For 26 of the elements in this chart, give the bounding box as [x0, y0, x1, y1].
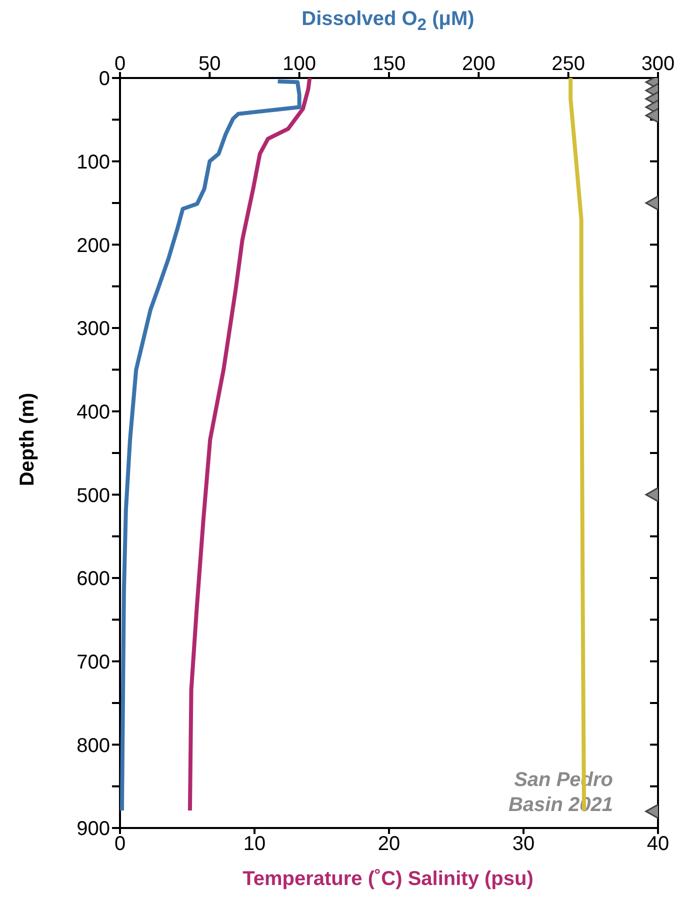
y-tick-label: 500 [76, 484, 110, 507]
x2-tick-label: 50 [198, 53, 221, 75]
x2-tick-label: 250 [552, 53, 586, 75]
x-axis-title: Temperature (˚C) Salinity (psu) [242, 868, 534, 891]
y-tick-label: 800 [76, 734, 110, 757]
y-tick-label: 0 [98, 68, 110, 90]
x2-tick-label: 100 [282, 53, 316, 75]
x2-tick-label: 150 [372, 53, 406, 75]
y-tick-label: 100 [76, 151, 110, 174]
line-series [188, 78, 312, 812]
y-tick-label: 300 [76, 318, 110, 340]
y-tick-label: 600 [76, 568, 110, 590]
x-tick-label: 30 [512, 833, 535, 856]
y-axis-title: Depth (m) [16, 392, 40, 488]
y-tick-label: 700 [76, 651, 110, 674]
x2-tick-label: 200 [462, 53, 496, 75]
y-tick-label: 900 [76, 818, 110, 840]
x2-tick-label: 300 [641, 53, 675, 75]
x-tick-label: 20 [378, 833, 400, 856]
x-tick-label: 40 [646, 833, 670, 856]
y-tick-label: 200 [76, 234, 110, 257]
x2-tick-label: 0 [114, 53, 126, 75]
x-tick-label: 0 [114, 833, 126, 856]
x2-axis-title: Dissolved O$_{2}$ (μM) [300, 8, 476, 35]
x-tick-label: 10 [243, 833, 266, 856]
y-tick-label: 400 [76, 401, 110, 424]
